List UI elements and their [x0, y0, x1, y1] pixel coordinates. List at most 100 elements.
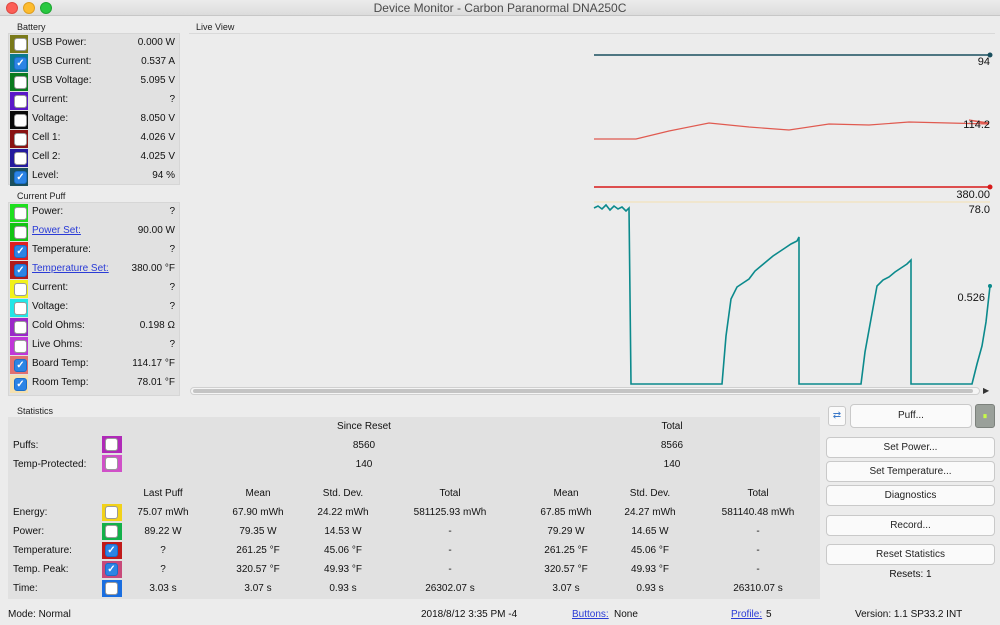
graph-settings-icon: ⇄	[832, 410, 842, 421]
reset-statistics-button[interactable]: Reset Statistics	[826, 544, 995, 565]
series-checkbox[interactable]	[14, 133, 27, 146]
stat-cell: -	[448, 526, 452, 537]
series-color-swatch[interactable]	[10, 73, 28, 91]
series-checkbox[interactable]	[14, 340, 27, 353]
stat-cell: 24.27 mWh	[624, 507, 676, 518]
record-button[interactable]: Record...	[826, 515, 995, 536]
stat-row-label: Time:	[13, 583, 38, 594]
series-value: ?	[169, 301, 175, 312]
series-color-swatch[interactable]	[10, 223, 28, 241]
series-checkbox[interactable]	[14, 76, 27, 89]
series-checkbox[interactable]: ✓	[14, 245, 27, 258]
buttons-link[interactable]: Buttons:	[572, 609, 609, 620]
stat-cell: 320.57 °F	[544, 564, 588, 575]
battery-section-title: Battery	[17, 22, 46, 32]
series-label-link[interactable]: Power Set:	[32, 225, 81, 236]
series-value: ?	[169, 244, 175, 255]
series-checkbox[interactable]: ✓	[14, 171, 27, 184]
series-checkbox[interactable]	[14, 114, 27, 127]
series-checkbox[interactable]	[14, 321, 27, 334]
close-window-button[interactable]	[6, 2, 18, 14]
series-label-link[interactable]: Temperature Set:	[32, 263, 109, 274]
stat-color-swatch[interactable]: ✓	[102, 542, 122, 559]
series-value: ?	[169, 94, 175, 105]
series-color-swatch[interactable]	[10, 280, 28, 298]
series-color-swatch[interactable]: ✓	[10, 242, 28, 260]
stat-column-header: Total	[747, 488, 769, 499]
live-view-scrollbar[interactable]	[190, 387, 980, 395]
series-color-swatch[interactable]	[10, 130, 28, 148]
stat-checkbox[interactable]	[105, 457, 118, 470]
series-color-swatch[interactable]	[10, 299, 28, 317]
stat-checkbox[interactable]: ✓	[105, 563, 118, 576]
minimize-window-button[interactable]	[23, 2, 35, 14]
total-header: Total	[661, 421, 683, 432]
series-checkbox[interactable]: ✓	[14, 378, 27, 391]
temp-set-label: 380.00	[956, 189, 990, 201]
series-color-swatch[interactable]	[10, 149, 28, 167]
series-color-swatch[interactable]: ✓	[10, 54, 28, 72]
series-color-swatch[interactable]	[10, 92, 28, 110]
stat-checkbox[interactable]	[105, 438, 118, 451]
series-checkbox[interactable]: ✓	[14, 264, 27, 277]
series-checkbox[interactable]: ✓	[14, 57, 27, 70]
stat-color-swatch[interactable]	[102, 504, 122, 521]
stat-checkbox[interactable]: ✓	[105, 544, 118, 557]
scroll-right-arrow-icon[interactable]: ▶	[983, 386, 990, 395]
series-checkbox[interactable]	[14, 38, 27, 51]
series-checkbox[interactable]: ✓	[14, 359, 27, 372]
statistics-title: Statistics	[17, 406, 54, 416]
stat-checkbox[interactable]	[105, 525, 118, 538]
series-checkbox[interactable]	[14, 302, 27, 315]
usb-current-trace-end	[988, 284, 992, 288]
series-color-swatch[interactable]	[10, 35, 28, 53]
series-color-swatch[interactable]: ✓	[10, 375, 28, 393]
stat-color-swatch[interactable]	[102, 580, 122, 597]
zoom-window-button[interactable]	[40, 2, 52, 14]
live-view-plot	[593, 52, 993, 385]
current-puff-row: ✓ Room Temp: 78.01 °F	[8, 374, 179, 393]
battery-row: USB Voltage: 5.095 V	[8, 72, 179, 91]
series-value: ?	[169, 282, 175, 293]
series-color-swatch[interactable]	[10, 337, 28, 355]
series-value: ?	[169, 206, 175, 217]
series-checkbox[interactable]	[14, 226, 27, 239]
live-view-chart: 94 114.2 380.00 78.0 0.526	[189, 33, 995, 386]
series-checkbox[interactable]	[14, 95, 27, 108]
series-color-swatch[interactable]	[10, 318, 28, 336]
series-color-swatch[interactable]: ✓	[10, 356, 28, 374]
series-value: 4.026 V	[140, 132, 175, 143]
series-label: Current:	[32, 282, 69, 293]
stat-checkbox[interactable]	[105, 582, 118, 595]
stat-cell: 26310.07 s	[733, 583, 783, 594]
series-label: Board Temp:	[32, 358, 89, 369]
stat-cell: ?	[160, 564, 166, 575]
puff-button[interactable]: Puff...	[850, 404, 972, 428]
series-label: Temperature:	[32, 244, 91, 255]
series-color-swatch[interactable]	[10, 204, 28, 222]
set-temperature-button[interactable]: Set Temperature...	[826, 461, 995, 482]
stat-color-swatch[interactable]	[102, 455, 122, 472]
series-color-swatch[interactable]: ✓	[10, 261, 28, 279]
series-checkbox[interactable]	[14, 283, 27, 296]
pause-button[interactable]: ⏸	[975, 404, 995, 428]
series-checkbox[interactable]	[14, 152, 27, 165]
stat-cell: ?	[160, 545, 166, 556]
series-checkbox[interactable]	[14, 207, 27, 220]
live-view-title: Live View	[196, 22, 235, 32]
graph-settings-button[interactable]: ⇄	[828, 406, 846, 426]
stat-color-swatch[interactable]	[102, 436, 122, 453]
scrollbar-thumb[interactable]	[193, 389, 973, 393]
usb-current-label: 0.526	[957, 292, 985, 304]
profile-link[interactable]: Profile:	[731, 609, 763, 620]
mode-status: Mode: Normal	[8, 609, 71, 620]
board-temp-trace	[594, 119, 990, 140]
set-power-button[interactable]: Set Power...	[826, 437, 995, 458]
diagnostics-button[interactable]: Diagnostics	[826, 485, 995, 506]
stat-color-swatch[interactable]	[102, 523, 122, 540]
stat-color-swatch[interactable]: ✓	[102, 561, 122, 578]
series-color-swatch[interactable]: ✓	[10, 168, 28, 186]
series-color-swatch[interactable]	[10, 111, 28, 129]
stat-checkbox[interactable]	[105, 506, 118, 519]
stat-cell: 0.93 s	[329, 583, 357, 594]
